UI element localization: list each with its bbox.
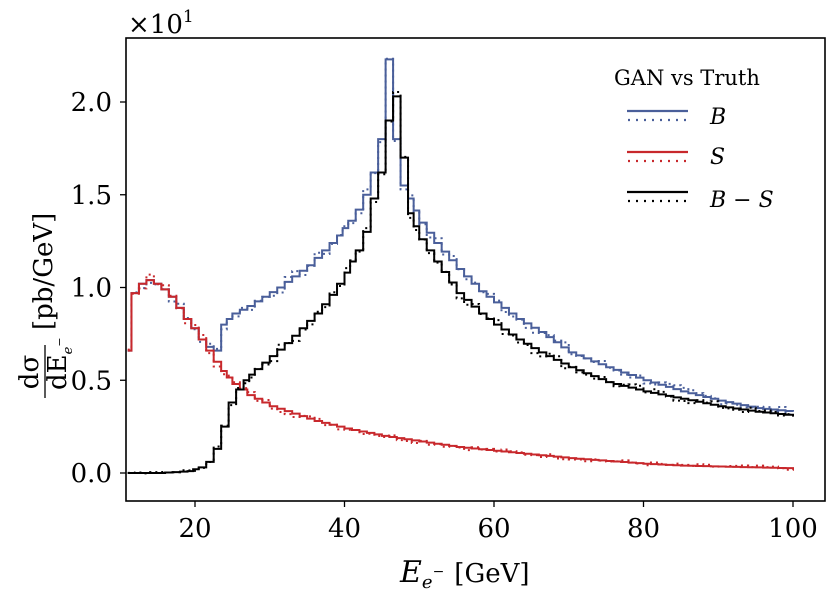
y-tick-label: 1.5 <box>71 181 112 211</box>
y-tick-label: 0.5 <box>71 366 112 396</box>
legend: GAN vs Truth B S B − S <box>614 66 774 213</box>
y-tick-label: 0.0 <box>71 459 112 489</box>
y-axis-ticks: 0.0 0.5 1.0 1.5 2.0 <box>71 88 126 489</box>
legend-entry-b-minus-s: B − S <box>627 188 774 213</box>
y-label-unit: [pb/GeV] <box>29 213 59 330</box>
series-s-gan <box>127 279 794 470</box>
legend-label-b: B <box>709 105 726 130</box>
x-tick-label: 100 <box>768 514 818 544</box>
y-label-denominator: dEe− <box>43 337 76 390</box>
axes-frame <box>125 37 826 502</box>
legend-entry-b: B <box>627 105 726 130</box>
series-layer <box>127 57 794 475</box>
series-b-s-gan <box>127 95 794 474</box>
series-b-s-truth <box>127 91 794 475</box>
x-tick-label: 20 <box>178 514 211 544</box>
y-tick-label: 2.0 <box>71 88 112 118</box>
x-axis-ticks: 20 40 60 80 100 <box>178 501 818 544</box>
y-tick-label: 1.0 <box>71 274 112 304</box>
legend-title: GAN vs Truth <box>614 66 760 90</box>
y-label-numerator: dσ <box>15 355 45 389</box>
x-tick-label: 80 <box>627 514 660 544</box>
legend-label-s: S <box>710 145 725 170</box>
x-tick-label: 60 <box>477 514 510 544</box>
x-tick-label: 40 <box>328 514 361 544</box>
series-b-gan <box>127 58 794 413</box>
legend-label-b-minus-s: B − S <box>709 188 774 213</box>
legend-entry-s: S <box>627 145 725 170</box>
y-axis-label: dσ dEe− [pb/GeV] <box>15 213 76 398</box>
x-axis-label: Ee− [GeV] <box>399 555 530 593</box>
y-multiplier: ×101 <box>128 7 194 40</box>
